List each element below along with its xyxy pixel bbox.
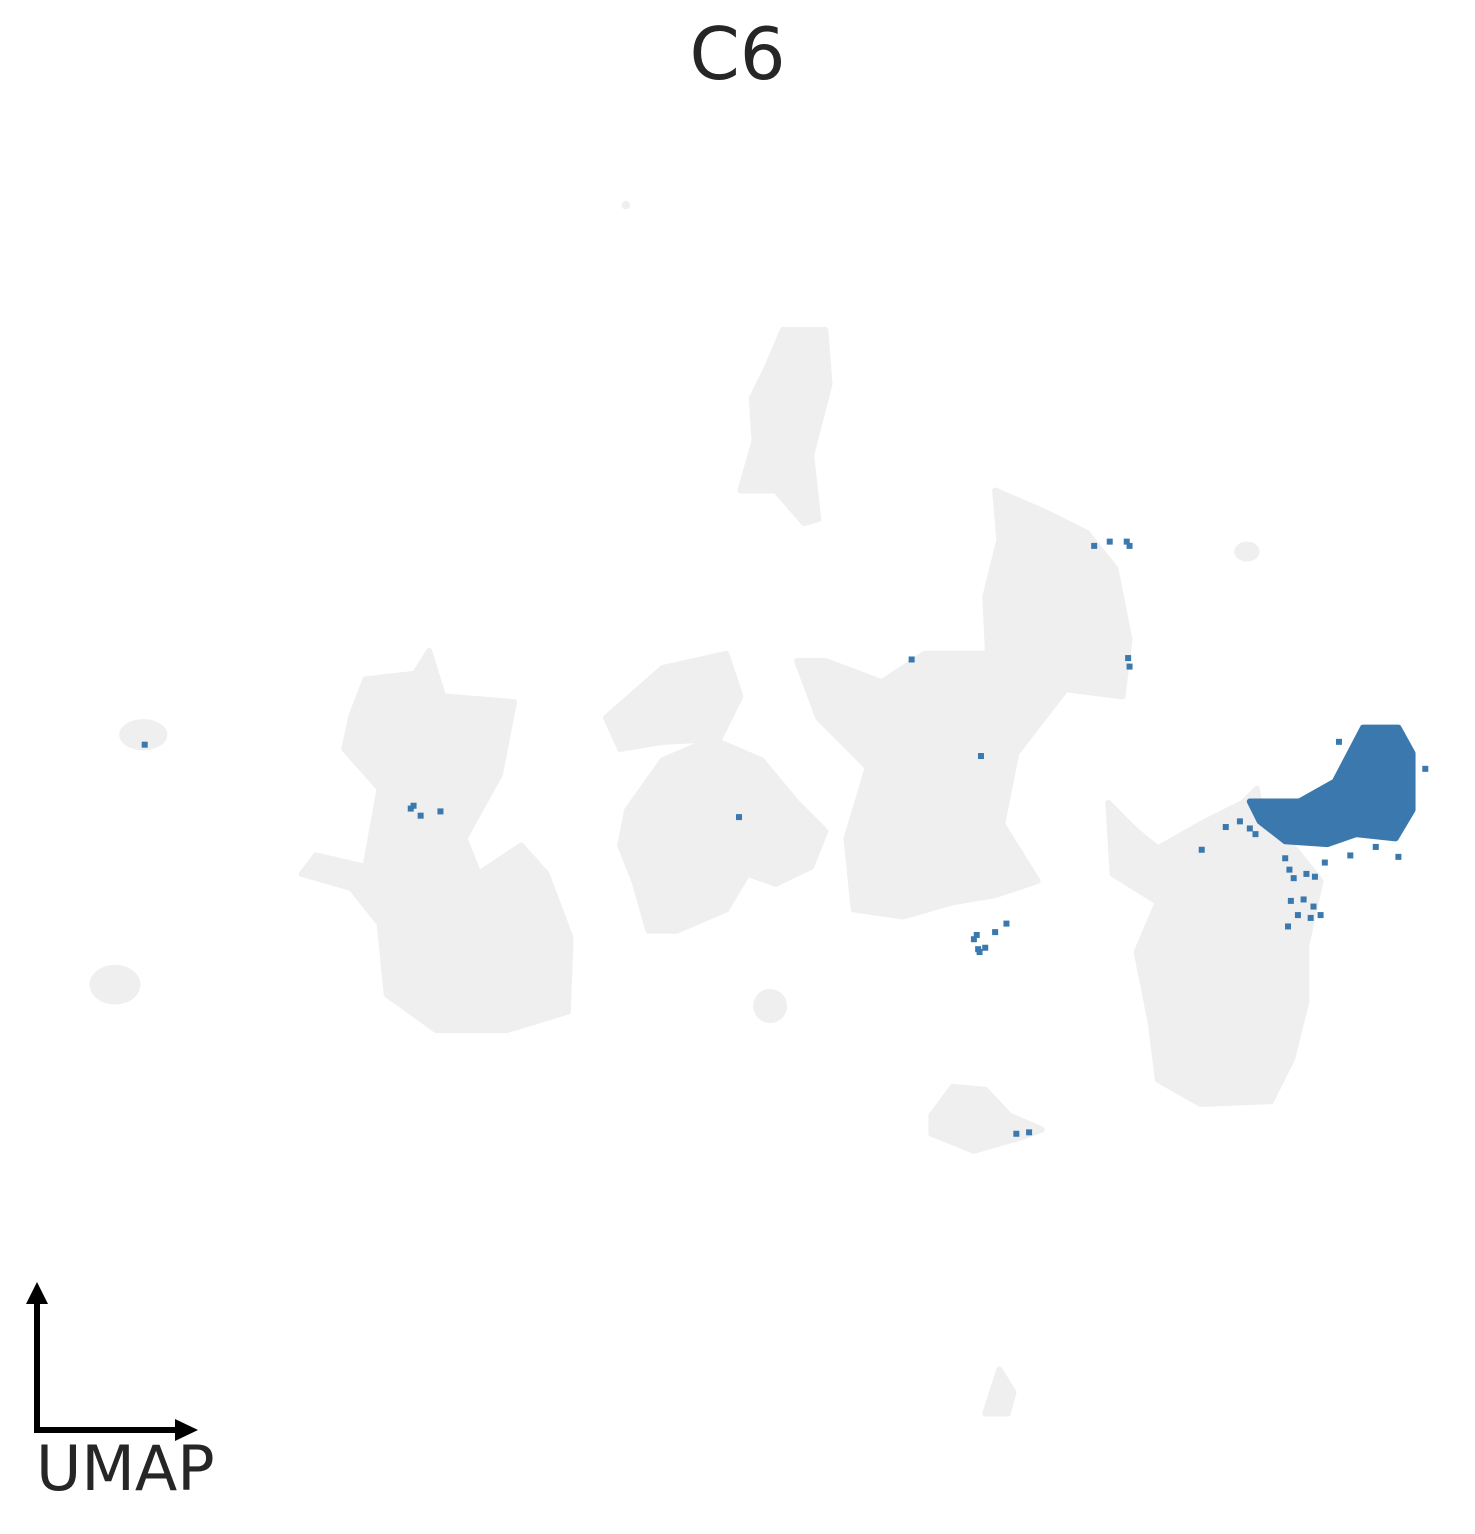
highlighted-cell-point — [908, 656, 915, 663]
highlighted-cell-point — [1282, 855, 1289, 862]
highlighted-cell-point — [1286, 866, 1293, 873]
highlighted-cell-point — [976, 949, 983, 955]
highlighted-cell-point — [1246, 825, 1253, 832]
cluster-small-center-blob — [753, 988, 788, 1024]
highlighted-cell-point — [1294, 912, 1301, 919]
highlighted-cell-point — [1198, 846, 1205, 853]
highlighted-cell-point — [970, 936, 977, 943]
cluster-far-left-dot — [119, 719, 168, 751]
cluster-right-cluster — [1105, 785, 1324, 1107]
highlighted-cell-point — [1287, 897, 1294, 904]
highlighted-cell-point — [1335, 738, 1342, 745]
highlighted-cell-point — [1106, 538, 1113, 545]
highlighted-cell-point — [1395, 853, 1402, 860]
cluster-central-branch-cluster — [794, 487, 1133, 920]
cluster-mid-cluster — [617, 736, 829, 934]
highlighted-cell-point — [410, 802, 417, 809]
highlighted-cell-point — [1311, 873, 1318, 880]
cluster-mid-cluster-upper — [603, 650, 744, 752]
cluster-top-stalk — [737, 327, 833, 527]
cluster-bottom-tip — [982, 1366, 1017, 1417]
highlighted-cell-point — [1321, 859, 1328, 866]
highlighted-cell-point — [977, 753, 984, 760]
highlighted-cell-point — [736, 814, 743, 821]
highlighted-cell-point — [1126, 542, 1133, 549]
highlighted-cell-point — [1422, 765, 1429, 772]
highlighted-cell-point — [1222, 824, 1229, 831]
highlighted-cell-point — [973, 931, 980, 938]
cluster-top-speck — [621, 200, 631, 210]
highlighted-cell-clusters — [1246, 724, 1416, 848]
up-arrowhead-icon — [26, 1282, 48, 1304]
highlighted-cell-point — [1091, 542, 1098, 549]
highlighted-cell-point — [1003, 920, 1010, 927]
cluster-far-left-blob — [89, 964, 141, 1005]
highlighted-cell-point — [437, 808, 444, 815]
highlighted-cell-point — [1303, 870, 1310, 877]
highlighted-cell-point — [1285, 923, 1292, 930]
background-cell-clusters — [89, 200, 1324, 1417]
highlighted-cell-point — [1290, 875, 1297, 882]
right-arrowhead-icon — [175, 1419, 198, 1441]
highlighted-cell-point — [1126, 663, 1133, 670]
umap-axis-label: UMAP — [36, 1432, 215, 1505]
highlighted-cell-point — [417, 812, 424, 819]
highlighted-cell-points — [141, 538, 1429, 1137]
chart-title: C6 — [689, 12, 786, 96]
highlighted-cell-point — [1013, 1130, 1020, 1137]
highlighted-cell-point — [1317, 912, 1324, 919]
highlighted-cell-point — [992, 929, 999, 936]
highlighted-cell-point — [1026, 1129, 1033, 1136]
highlighted-cell-point — [982, 944, 989, 951]
highlighted-cell-point — [1347, 852, 1354, 859]
umap-axis-arrows — [26, 1282, 198, 1441]
cluster-bottom-center-blob — [928, 1083, 1045, 1154]
highlighted-cell-point — [1307, 914, 1314, 921]
highlighted-cell-point — [1236, 818, 1243, 825]
cluster-far-right-speck — [1234, 541, 1260, 562]
highlighted-cell-point — [1125, 655, 1132, 662]
highlighted-cell-point — [1300, 896, 1307, 903]
highlighted-cell-point — [1372, 843, 1379, 850]
highlighted-cell-point — [141, 741, 148, 748]
highlighted-cell-point — [1252, 831, 1259, 838]
cluster-main-c6-cluster — [1246, 724, 1416, 848]
highlighted-cell-point — [1123, 538, 1130, 545]
highlighted-cell-point — [1310, 903, 1317, 910]
cluster-left-cluster — [298, 647, 574, 1034]
